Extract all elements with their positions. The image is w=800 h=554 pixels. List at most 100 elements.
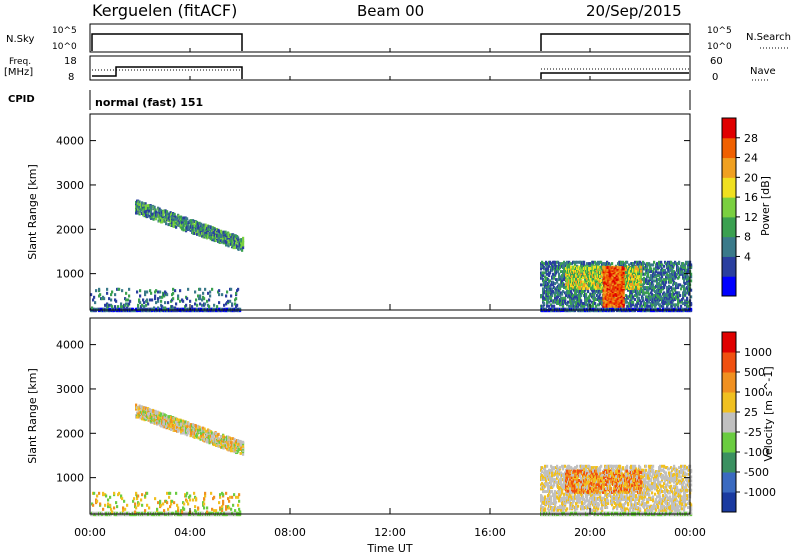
power-cell [678, 275, 681, 279]
velocity-cell [183, 502, 186, 506]
power-cell [597, 265, 600, 269]
power-cell [573, 260, 576, 264]
power-cell [179, 289, 182, 293]
power-cell [582, 276, 585, 280]
power-cell [572, 302, 575, 306]
velocity-cell [175, 510, 178, 514]
power-cell [648, 262, 651, 266]
power-cell [209, 229, 212, 233]
power-cell [652, 263, 655, 267]
power-cell [558, 272, 561, 276]
power-cell [690, 307, 693, 311]
power-cell [669, 272, 672, 276]
power-cell [646, 298, 649, 302]
power-cell [144, 293, 147, 297]
power-cell [673, 292, 676, 296]
velocity-cell [187, 502, 190, 506]
power-cell [669, 290, 672, 294]
power-cell [674, 271, 677, 275]
power-cell [589, 299, 592, 303]
power-cell [611, 262, 614, 266]
nave-tick-high: 60 [710, 56, 723, 67]
power-cell [663, 300, 666, 304]
power-cell [690, 263, 693, 267]
velocity-cell [215, 509, 218, 513]
power-cell [668, 287, 671, 291]
power-cell [675, 275, 678, 279]
power-cell [128, 302, 131, 306]
power-cell [640, 286, 643, 290]
power-cell [144, 290, 147, 294]
power-cell [159, 295, 162, 299]
power-cell [634, 298, 637, 302]
velocity-cell [133, 497, 136, 501]
power-cell [575, 292, 578, 296]
power-cell [157, 299, 160, 303]
power-cell [565, 294, 568, 298]
power-cell [637, 268, 640, 272]
power-cell [230, 294, 233, 298]
power-cell [690, 295, 693, 299]
power-cell [129, 299, 132, 303]
power-cell [576, 260, 579, 264]
power-cell [242, 239, 245, 243]
velocity-cell [229, 495, 232, 499]
power-cell [128, 287, 131, 291]
power-cell [203, 297, 206, 301]
power-ytick-label: 4000 [56, 135, 84, 148]
power-cell [136, 290, 139, 294]
power-cell [174, 306, 177, 310]
velocity-cell [123, 499, 126, 503]
power-cell [690, 272, 693, 276]
power-cell [118, 287, 121, 291]
freq-label-2: [MHz] [4, 67, 33, 78]
power-cell [139, 289, 142, 293]
power-cell [595, 280, 598, 284]
velocity-cell [222, 493, 225, 497]
power-cell [237, 287, 240, 291]
velocity-cell [113, 506, 116, 510]
velocity-cell [169, 505, 172, 509]
velocity-cell [101, 511, 104, 515]
power-cell [211, 287, 214, 291]
power-cell [670, 280, 673, 284]
power-cell [208, 305, 211, 309]
power-cell [660, 271, 663, 275]
power-cell [108, 297, 111, 301]
velocity-cell [225, 507, 228, 511]
power-cell [120, 305, 123, 309]
power-cell [641, 304, 644, 308]
power-cell [548, 264, 551, 268]
power-cell [551, 287, 554, 291]
power-cell [226, 240, 229, 244]
power-cell [194, 302, 197, 306]
velocity-cell [162, 502, 165, 506]
power-cell [635, 285, 638, 289]
velocity-cell [107, 502, 110, 506]
power-cell [127, 298, 130, 302]
power-cell [683, 284, 686, 288]
power-cell [90, 293, 93, 297]
velocity-cell [104, 503, 107, 507]
power-cell [157, 290, 160, 294]
velocity-cell [170, 502, 173, 506]
power-cell [622, 278, 625, 282]
beam-title: Beam 00 [357, 2, 424, 20]
power-cell [583, 260, 586, 264]
power-cell [562, 290, 565, 294]
power-cell [640, 280, 643, 284]
power-cell [564, 296, 567, 300]
power-cell [242, 236, 245, 240]
velocity-cell [118, 491, 121, 495]
power-cell [169, 215, 172, 219]
power-cell [660, 260, 663, 264]
power-cell [155, 210, 158, 214]
power-cell [579, 296, 582, 300]
power-cell [647, 288, 650, 292]
velocity-cell [219, 493, 222, 497]
power-cell [563, 264, 566, 268]
power-cell [216, 233, 219, 237]
power-cell [209, 294, 212, 298]
power-cell [570, 290, 573, 294]
